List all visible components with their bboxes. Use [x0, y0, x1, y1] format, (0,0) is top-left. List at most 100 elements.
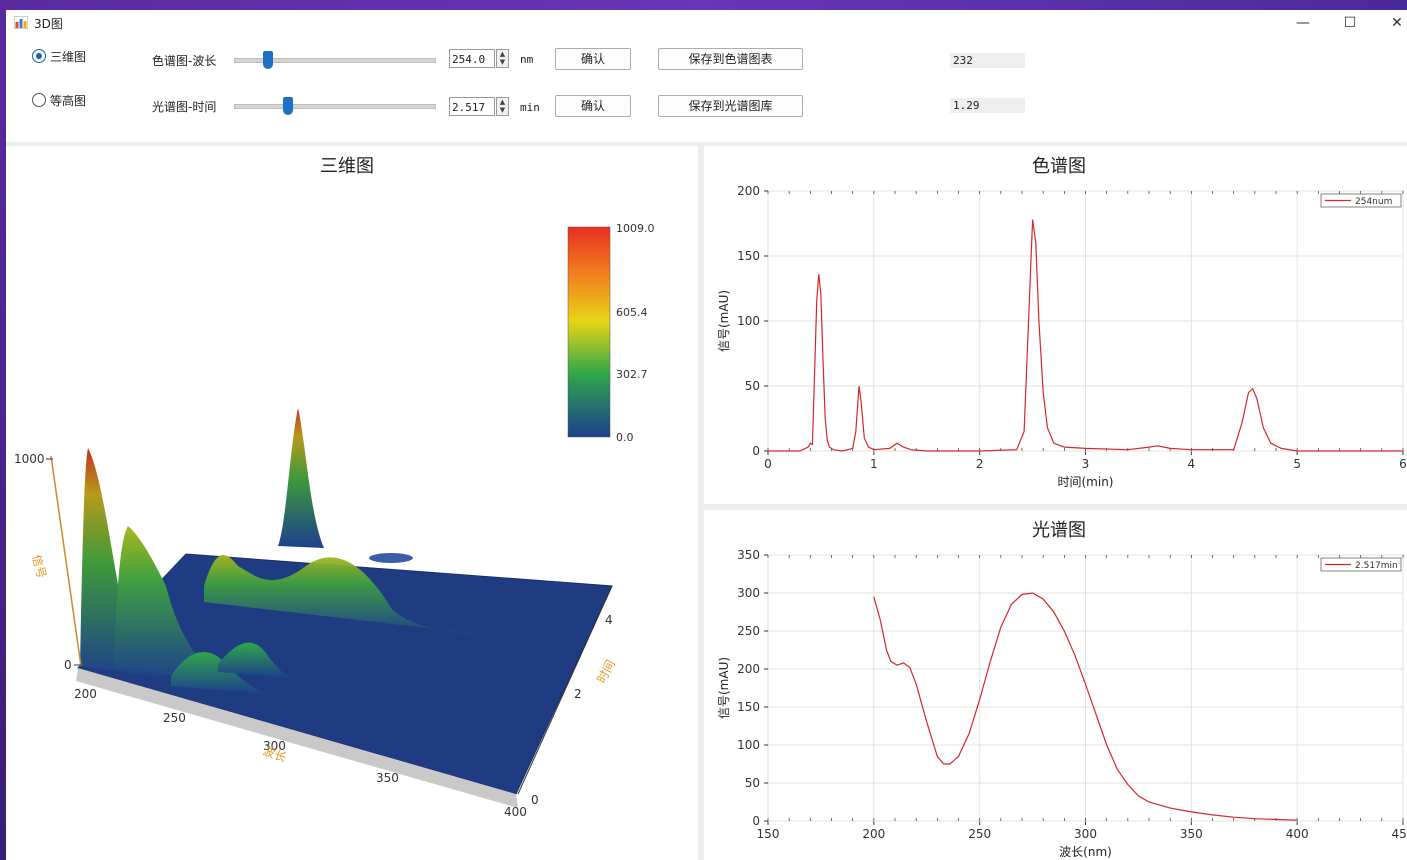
save-chromatogram-button[interactable]: 保存到色谱图表	[658, 48, 803, 70]
radio-contour-view[interactable]	[32, 93, 46, 107]
chromatogram-y-tick-label: 100	[737, 314, 760, 328]
chromatogram-chart[interactable]: 0 1 2 3 4 5 6 0 50 100 150 200 时间(min) 信号(mAU) 254num	[704, 146, 1407, 504]
plot3d-z-axis-title: 信号	[29, 553, 49, 580]
chromatogram-y-axis-title: 信号(mAU)	[717, 290, 731, 352]
spectrum-chart[interactable]: 150 200 250 300 350 400 450 0 50 100 150 200 250 300 3…	[704, 510, 1407, 860]
colorbar-tick-max: 1009.0	[616, 222, 655, 235]
plot3d-y-tick-2: 2	[574, 687, 582, 701]
panel-3d: 三维图	[6, 146, 698, 860]
spectrum-y-tick-label: 100	[737, 738, 760, 752]
wavelength-slider-label: 色谱图-波长	[152, 54, 217, 68]
wavelength-spinner[interactable]: ▲ ▼	[496, 49, 509, 68]
plot3d-z-label-0: 0	[64, 658, 72, 672]
chromatogram-legend-label: 254num	[1355, 197, 1392, 207]
time-input[interactable]: 2.517	[449, 97, 495, 116]
spectrum-x-tick-label: 450	[1392, 827, 1407, 841]
spectrum-legend	[1320, 557, 1402, 572]
desktop-background-left	[0, 0, 6, 860]
panel-divider-horizontal	[704, 504, 1407, 510]
confirm-wavelength-button[interactable]: 确认	[555, 48, 631, 70]
minimize-button[interactable]: —	[1296, 15, 1310, 31]
toolbar-divider	[6, 142, 1407, 146]
radio-3d-label: 三维图	[50, 50, 87, 64]
plot3d-peak-front-second	[114, 526, 218, 681]
time-spinner[interactable]: ▲ ▼	[496, 97, 509, 116]
save-spectrum-button[interactable]: 保存到光谱图库	[658, 95, 803, 117]
chromatogram-y-tick-label: 150	[737, 249, 760, 263]
plot3d-peak-front-tall	[80, 448, 166, 678]
plot3d-x-tick-250: 250	[163, 711, 186, 725]
spectrum-y-tick-label: 200	[737, 662, 760, 676]
chromatogram-x-tick-label: 2	[976, 457, 984, 471]
spectrum-series-line	[873, 592, 1298, 821]
plot3d-bump-back	[369, 553, 413, 563]
panel-chromatogram: 色谱图 0 1 2 3 4 5 6 0 50 100 150 200 时间(min) 信号(mAU) 254…	[704, 146, 1407, 504]
chromatogram-x-tick-label: 6	[1399, 457, 1407, 471]
maximize-button[interactable]: ☐	[1343, 15, 1357, 31]
plot3d-z-axis	[50, 455, 82, 667]
spectrum-legend-label: 2.517min	[1355, 561, 1398, 571]
plot3d-x-tick-300: 300	[263, 739, 286, 753]
chromatogram-legend	[1320, 193, 1402, 208]
time-unit: min	[520, 101, 540, 114]
panel-divider-vertical	[698, 146, 704, 860]
radio-3d-view[interactable]	[32, 49, 46, 63]
chromatogram-y-tick-label: 200	[737, 184, 760, 198]
wavelength-slider-track[interactable]	[234, 58, 436, 63]
chromatogram-y-tick-label: 50	[745, 379, 760, 393]
plot3d-y-tick-0: 0	[531, 793, 539, 807]
colorbar-tick-605: 605.4	[616, 306, 648, 319]
time-readout: 1.29	[950, 98, 1025, 113]
colorbar	[567, 226, 611, 438]
desktop-background	[0, 0, 1407, 10]
title-bar: 3D图 — ☐ ✕	[6, 10, 1407, 36]
plot3d-z-label-1000: 1000	[14, 452, 45, 466]
plot3d-peak-back-tall	[278, 408, 324, 548]
app-icon	[14, 16, 28, 29]
spectrum-x-tick-label: 300	[1074, 827, 1097, 841]
panel-spectrum: 光谱图 150 200 250 300 350 400 450 0 50 100 150 200 250…	[704, 510, 1407, 860]
chromatogram-x-tick-label: 4	[1188, 457, 1196, 471]
spectrum-y-tick-label: 350	[737, 548, 760, 562]
chromatogram-series-line	[768, 219, 1403, 452]
plot3d-y-tick-4: 4	[605, 613, 613, 627]
time-slider-thumb[interactable]	[283, 97, 293, 115]
plot3d-y-axis-title: 时间	[594, 658, 618, 686]
colorbar-tick-302: 302.7	[616, 368, 648, 381]
chromatogram-title: 色谱图	[1032, 156, 1086, 177]
plot3d-lobe-front-1	[171, 652, 268, 694]
colorbar-tick-min: 0.0	[616, 431, 634, 444]
close-button[interactable]: ✕	[1391, 15, 1403, 31]
plot3d-y-axis	[517, 585, 613, 795]
wavelength-slider-thumb[interactable]	[263, 51, 273, 69]
plot3d-x-tick-350: 350	[376, 771, 399, 785]
spectrum-x-tick-label: 150	[757, 827, 780, 841]
chromatogram-x-axis-title: 时间(min)	[1058, 475, 1114, 489]
spectrum-x-axis-title: 波长(nm)	[1059, 845, 1112, 859]
plot3d-title: 三维图	[320, 156, 374, 177]
plot3d-x-tick-400: 400	[504, 805, 527, 819]
confirm-time-button[interactable]: 确认	[555, 95, 631, 117]
spectrum-y-tick-label: 250	[737, 624, 760, 638]
spectrum-x-tick-label: 350	[1180, 827, 1203, 841]
radio-contour-label: 等高图	[50, 94, 87, 108]
time-slider-label: 光谱图-时间	[152, 100, 217, 114]
spectrum-x-tick-label: 250	[968, 827, 991, 841]
control-panel: 三维图 等高图 色谱图-波长 254.0 ▲ ▼ nm 确认 保存到色谱图表 23…	[6, 36, 1407, 146]
chromatogram-x-tick-label: 1	[870, 457, 878, 471]
spectrum-x-tick-label: 400	[1286, 827, 1309, 841]
plot3d-x-tick-200: 200	[74, 687, 97, 701]
spectrum-y-axis-title: 信号(mAU)	[717, 657, 731, 719]
plot3d-floor-edge	[76, 668, 518, 808]
spectrum-y-tick-label: 0	[752, 814, 760, 828]
time-slider-track[interactable]	[234, 104, 436, 109]
chromatogram-x-tick-label: 5	[1293, 457, 1301, 471]
spectrum-y-tick-label: 50	[745, 776, 760, 790]
spectrum-y-tick-label: 150	[737, 700, 760, 714]
app-window: 3D图 — ☐ ✕ 三维图 等高图 色谱图-波长 254.0 ▲ ▼ nm 确认 …	[6, 10, 1407, 860]
wavelength-input[interactable]: 254.0	[449, 49, 495, 68]
chromatogram-x-tick-label: 3	[1082, 457, 1090, 471]
wavelength-readout: 232	[950, 53, 1025, 68]
plot3d-canvas[interactable]: 1009.0 605.4 302.7 0.0 1000	[6, 146, 698, 860]
spectrum-title: 光谱图	[1032, 520, 1086, 541]
